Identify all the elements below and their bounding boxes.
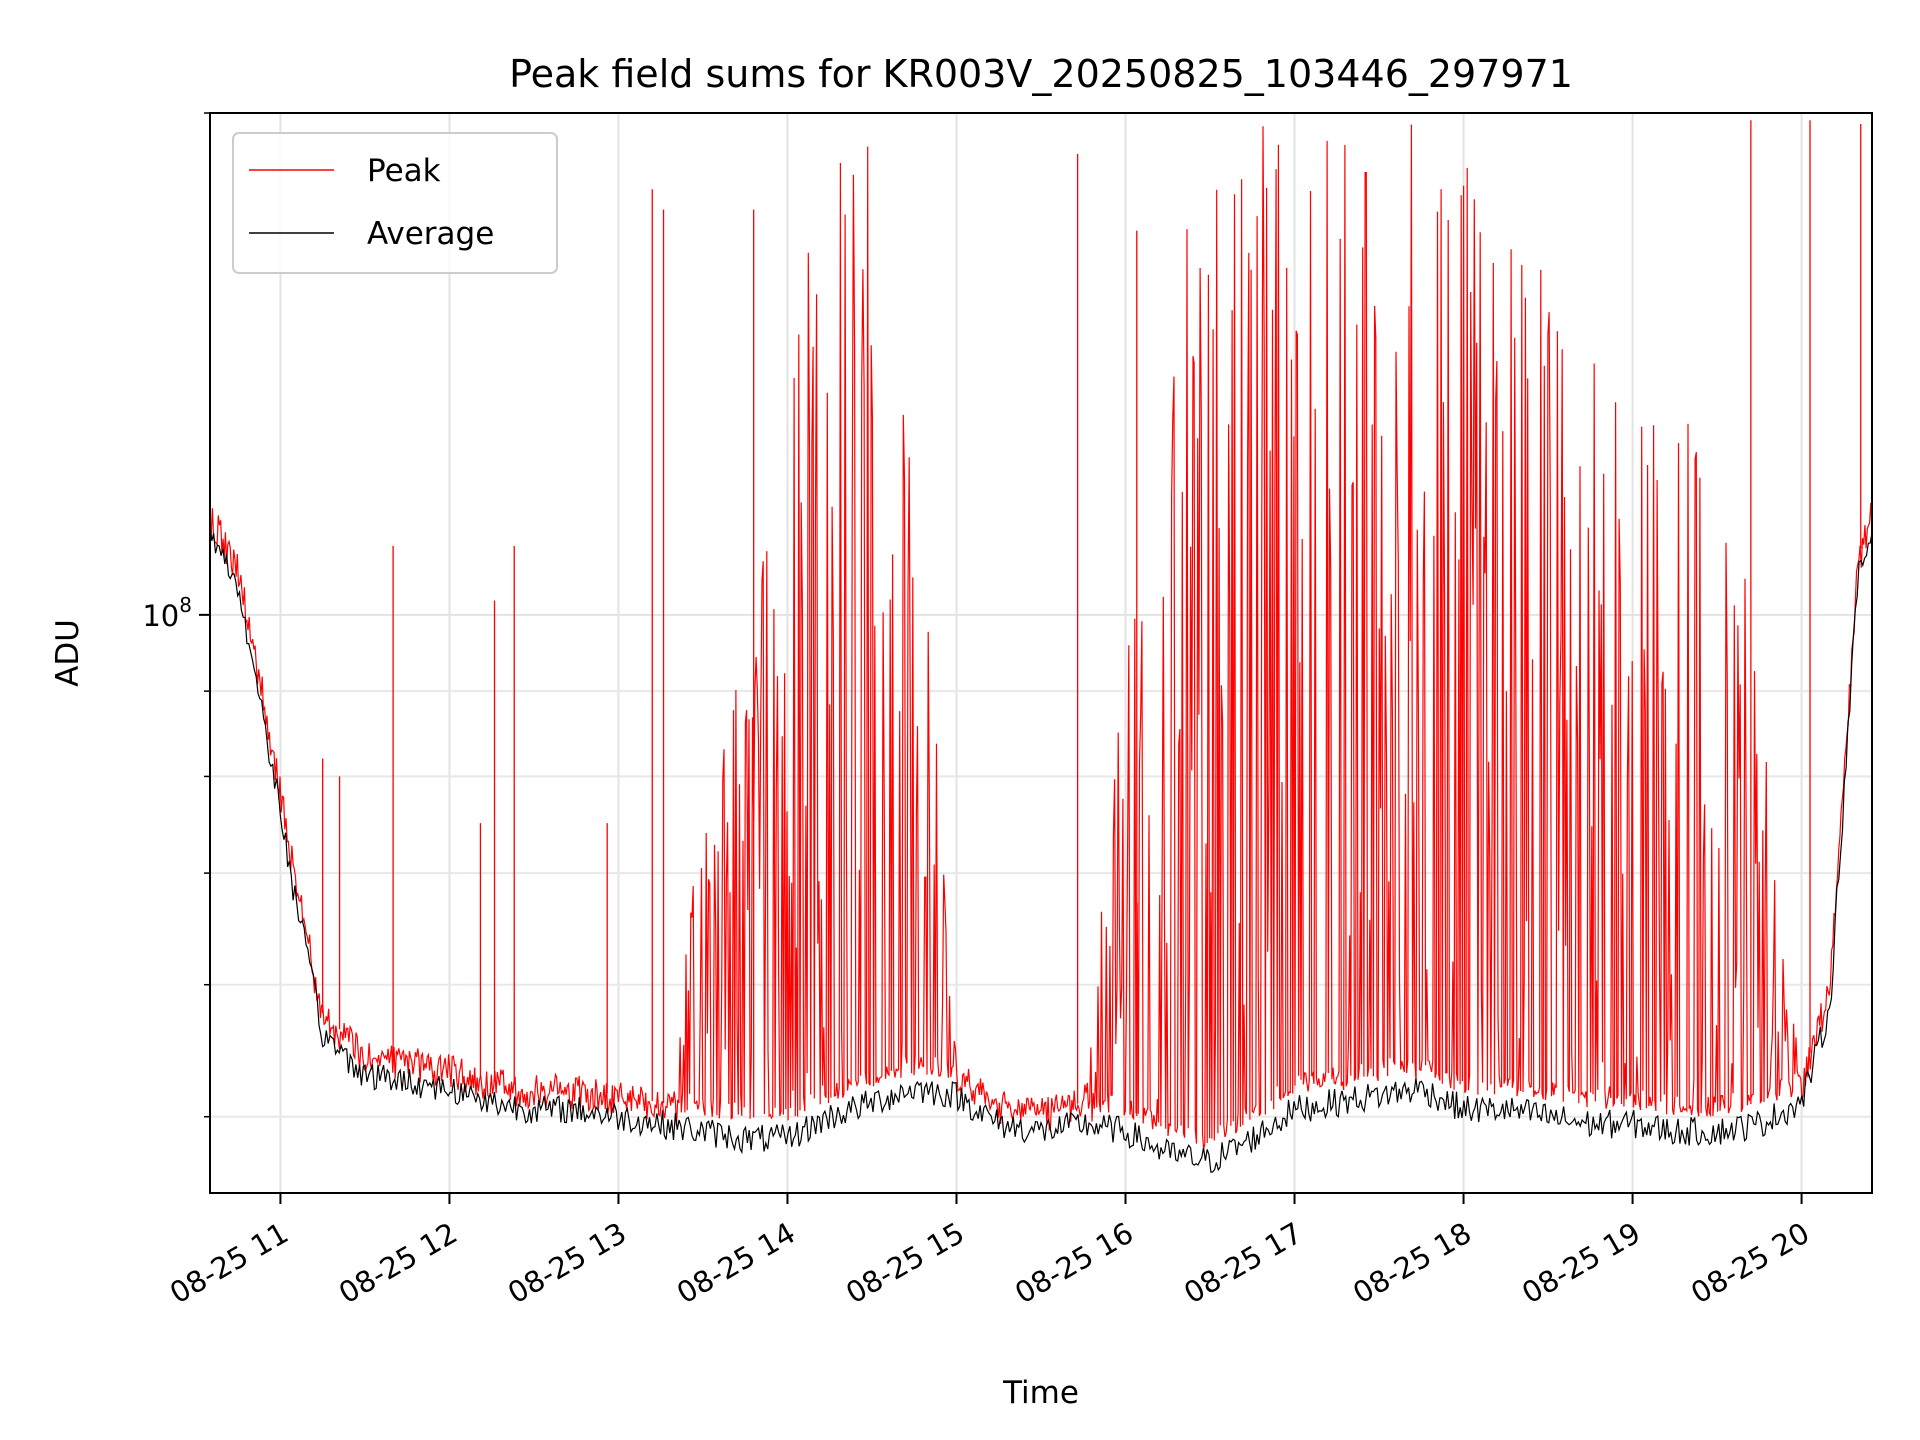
series-line-average — [210, 526, 1872, 1173]
legend-peak-label: Peak — [367, 153, 441, 189]
legend: Peak Average — [232, 132, 558, 274]
series-layer — [210, 120, 1872, 1173]
plot-frame — [209, 112, 1873, 1194]
series-line-peak — [210, 124, 1872, 1150]
legend-box — [232, 132, 558, 274]
chart-title: Peak field sums for KR003V_20250825_1034… — [509, 52, 1573, 96]
y-axis-label: ADU — [50, 619, 86, 687]
legend-average-label: Average — [367, 216, 494, 252]
x-axis-label: Time — [1002, 1375, 1079, 1411]
